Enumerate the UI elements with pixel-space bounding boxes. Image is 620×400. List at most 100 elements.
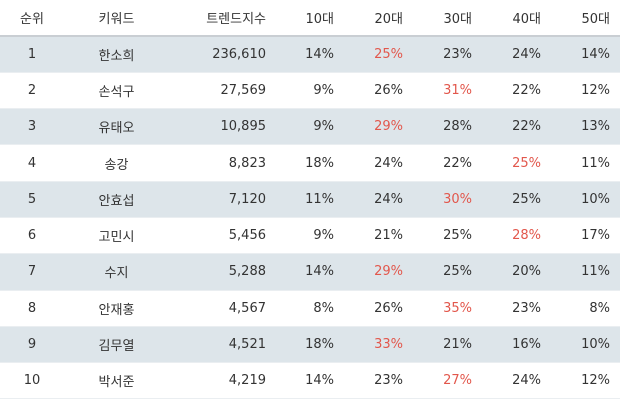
header-trend: 트렌드지수 — [169, 0, 276, 37]
header-keyword: 키워드 — [64, 0, 169, 37]
trend-cell: 4,219 — [169, 362, 276, 400]
age20-cell: 24% — [344, 181, 413, 218]
trend-cell: 236,610 — [169, 36, 276, 73]
keyword-cell: 손석구 — [64, 72, 169, 110]
table-row: 10 박서준 4,219 14% 23% 27% 24% 12% — [0, 362, 620, 400]
table-row: 6 고민시 5,456 9% 21% 25% 28% 17% — [0, 217, 620, 255]
trend-cell: 4,567 — [169, 290, 276, 327]
keyword-cell: 한소희 — [64, 36, 169, 73]
age30-cell: 28% — [413, 108, 482, 146]
header-rank: 순위 — [0, 0, 64, 37]
age10-cell: 9% — [276, 72, 344, 110]
rank-cell: 8 — [0, 290, 64, 327]
keyword-cell: 박서준 — [64, 362, 169, 400]
header-age40: 40대 — [482, 0, 551, 37]
age40-cell: 25% — [482, 144, 551, 182]
table-row: 9 김무열 4,521 18% 33% 21% 16% 10% — [0, 326, 620, 364]
age30-cell: 22% — [413, 144, 482, 182]
trend-cell: 5,288 — [169, 253, 276, 291]
header-age50: 50대 — [551, 0, 620, 37]
age10-cell: 9% — [276, 108, 344, 146]
header-age30: 30대 — [413, 0, 482, 37]
age30-cell: 30% — [413, 181, 482, 218]
rank-cell: 5 — [0, 181, 64, 218]
age30-cell: 35% — [413, 290, 482, 327]
rank-cell: 10 — [0, 362, 64, 400]
table-row: 3 유태오 10,895 9% 29% 28% 22% 13% — [0, 108, 620, 146]
age40-cell: 22% — [482, 108, 551, 146]
age50-cell: 10% — [551, 181, 620, 218]
keyword-cell: 수지 — [64, 253, 169, 291]
age10-cell: 18% — [276, 144, 344, 182]
age50-cell: 11% — [551, 144, 620, 182]
table-row: 4 송강 8,823 18% 24% 22% 25% 11% — [0, 144, 620, 182]
trend-cell: 7,120 — [169, 181, 276, 218]
keyword-cell: 안효섭 — [64, 181, 169, 218]
header-age10: 10대 — [276, 0, 344, 37]
age40-cell: 24% — [482, 36, 551, 73]
age30-cell: 21% — [413, 326, 482, 364]
age50-cell: 8% — [551, 290, 620, 327]
age10-cell: 9% — [276, 217, 344, 255]
trend-cell: 4,521 — [169, 326, 276, 364]
age50-cell: 13% — [551, 108, 620, 146]
rank-cell: 3 — [0, 108, 64, 146]
age10-cell: 11% — [276, 181, 344, 218]
age50-cell: 14% — [551, 36, 620, 73]
age40-cell: 20% — [482, 253, 551, 291]
age20-cell: 21% — [344, 217, 413, 255]
age20-cell: 33% — [344, 326, 413, 364]
trend-cell: 10,895 — [169, 108, 276, 146]
age10-cell: 14% — [276, 253, 344, 291]
keyword-cell: 고민시 — [64, 217, 169, 255]
trend-cell: 8,823 — [169, 144, 276, 182]
rank-cell: 6 — [0, 217, 64, 255]
age40-cell: 22% — [482, 72, 551, 110]
age20-cell: 26% — [344, 72, 413, 110]
age10-cell: 8% — [276, 290, 344, 327]
age10-cell: 18% — [276, 326, 344, 364]
age10-cell: 14% — [276, 362, 344, 400]
table-row: 5 안효섭 7,120 11% 24% 30% 25% 10% — [0, 181, 620, 218]
age30-cell: 23% — [413, 36, 482, 73]
table-row: 2 손석구 27,569 9% 26% 31% 22% 12% — [0, 72, 620, 110]
age40-cell: 28% — [482, 217, 551, 255]
age50-cell: 10% — [551, 326, 620, 364]
age50-cell: 12% — [551, 362, 620, 400]
age50-cell: 12% — [551, 72, 620, 110]
keyword-cell: 송강 — [64, 144, 169, 182]
age30-cell: 25% — [413, 217, 482, 255]
trend-cell: 5,456 — [169, 217, 276, 255]
rank-cell: 1 — [0, 36, 64, 73]
age10-cell: 14% — [276, 36, 344, 73]
header-age20: 20대 — [344, 0, 413, 37]
rank-cell: 9 — [0, 326, 64, 364]
age50-cell: 11% — [551, 253, 620, 291]
header-row: 순위 키워드 트렌드지수 10대 20대 30대 40대 50대 — [0, 0, 620, 37]
age20-cell: 23% — [344, 362, 413, 400]
age20-cell: 24% — [344, 144, 413, 182]
table-row: 7 수지 5,288 14% 29% 25% 20% 11% — [0, 253, 620, 291]
keyword-cell: 유태오 — [64, 108, 169, 146]
age40-cell: 24% — [482, 362, 551, 400]
age20-cell: 29% — [344, 108, 413, 146]
age20-cell: 26% — [344, 290, 413, 327]
trend-cell: 27,569 — [169, 72, 276, 110]
table-row: 1 한소희 236,610 14% 25% 23% 24% 14% — [0, 36, 620, 73]
age30-cell: 27% — [413, 362, 482, 400]
keyword-cell: 안재홍 — [64, 290, 169, 327]
table-row: 8 안재홍 4,567 8% 26% 35% 23% 8% — [0, 290, 620, 327]
rank-cell: 7 — [0, 253, 64, 291]
age40-cell: 23% — [482, 290, 551, 327]
rank-cell: 2 — [0, 72, 64, 110]
age40-cell: 25% — [482, 181, 551, 218]
age30-cell: 25% — [413, 253, 482, 291]
rank-cell: 4 — [0, 144, 64, 182]
age30-cell: 31% — [413, 72, 482, 110]
age20-cell: 29% — [344, 253, 413, 291]
age40-cell: 16% — [482, 326, 551, 364]
keyword-cell: 김무열 — [64, 326, 169, 364]
age50-cell: 17% — [551, 217, 620, 255]
age20-cell: 25% — [344, 36, 413, 73]
